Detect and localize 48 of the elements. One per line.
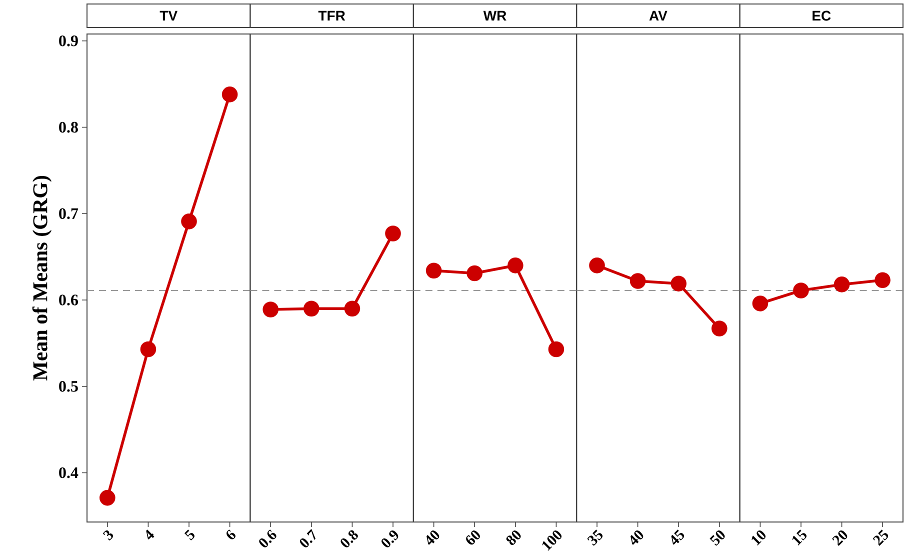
x-tick-label: 6: [226, 530, 236, 540]
x-tick-label: 0.6: [259, 530, 276, 548]
x-tick-label: 40: [426, 530, 440, 545]
point: [100, 490, 116, 506]
x-tick-label: 80: [506, 530, 521, 546]
x-tick-label: 25: [872, 530, 888, 546]
x-tick-label: 10: [752, 530, 766, 546]
x-tick-label: 45: [671, 530, 684, 545]
y-axis-title: Mean of Means (GRG): [32, 176, 52, 381]
point: [181, 214, 197, 230]
x-tick-label: 4: [146, 530, 154, 540]
x-tick-label: 100: [542, 530, 562, 551]
point: [712, 320, 728, 336]
point: [630, 273, 646, 289]
y-tick-label: 0.7: [59, 208, 78, 220]
chart-title: AV: [649, 10, 668, 21]
point: [466, 265, 483, 282]
chart-title: WR: [483, 10, 506, 21]
x-tick-label: 60: [466, 530, 480, 545]
point: [548, 341, 564, 358]
y-tick-label: 0.6: [59, 294, 78, 306]
y-tick-label: 0.9: [59, 35, 78, 46]
x-tick-label: 40: [630, 530, 644, 545]
x-tick-label: 3: [102, 530, 113, 540]
point: [793, 282, 809, 298]
point: [222, 86, 238, 102]
point: [874, 272, 890, 288]
chart-title: TV: [160, 10, 178, 21]
x-tick-label: 0.9: [382, 530, 398, 548]
x-tick-label: 5: [184, 530, 194, 540]
y-tick-label: 0.4: [59, 467, 78, 478]
point: [508, 258, 524, 274]
point: [426, 262, 442, 279]
x-tick-label: 35: [587, 530, 603, 546]
x-tick-label: 0.8: [340, 530, 358, 548]
point: [589, 258, 605, 274]
y-tick-label: 0.8: [59, 122, 78, 133]
chart-title: TFR: [318, 10, 346, 21]
x-tick-label: 20: [832, 530, 848, 546]
y-tick-label: 0.5: [59, 380, 78, 392]
point: [140, 341, 156, 358]
point: [670, 276, 686, 292]
x-tick-label: 50: [710, 530, 725, 546]
x-tick-label: 0.7: [300, 529, 316, 548]
point: [834, 276, 850, 292]
x-tick-label: 15: [792, 530, 806, 546]
chart-title: EC: [812, 10, 831, 21]
point: [752, 296, 768, 312]
